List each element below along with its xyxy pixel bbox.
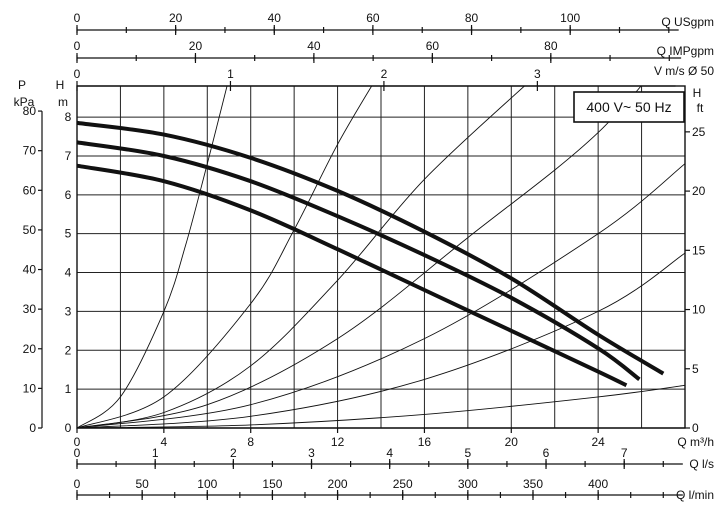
y-axis-label: H [56,78,65,92]
top-axis-tick-label: 1 [227,67,234,81]
bottom-axis-tick-label: 2 [230,446,237,460]
bottom-axis-tick-label: 150 [262,477,282,491]
bottom-axis-tick-label: 6 [543,446,550,460]
right-axis-label: ft [697,101,704,115]
top-axis-tick-label: 20 [189,39,203,53]
bottom-axis-tick-label: 250 [393,477,413,491]
y-tick-label: 5 [65,227,72,241]
pressure-tick-label: 0 [29,421,36,435]
right-axis-label: H [693,86,702,100]
top-axis-tick-label: 80 [465,11,479,25]
top-axis-tick-label: 60 [366,11,380,25]
bottom-axis-label: Q l/min [676,488,714,502]
axes: 0 4 8 12 16 20 24 Q m³/h0 1 2 3 4 5 6 7Q l/s0 50 100 150 2… [14,11,715,502]
system-curve [77,86,373,428]
bottom-axis-tick-label: 350 [523,477,543,491]
bottom-axis-tick-label: 3 [308,446,315,460]
x-tick-label: 16 [418,435,432,449]
pressure-tick-label: 50 [23,223,37,237]
top-axis-tick-label: 40 [307,39,321,53]
system-curve [77,384,685,428]
bottom-axis-tick-label: 200 [328,477,348,491]
y-tick-label: 3 [65,304,72,318]
y-tick-label: 1 [65,382,72,396]
top-axis-tick-label: 0 [74,67,81,81]
bottom-axis-tick-label: 0 [74,477,81,491]
x-tick-label: 20 [505,435,519,449]
pressure-tick-label: 80 [23,104,37,118]
right-axis-tick-label: 5 [692,362,699,376]
y-tick-label: 6 [65,188,72,202]
right-axis-tick-label: 20 [692,184,706,198]
bottom-axis-tick-label: 4 [386,446,393,460]
x-tick-label: 4 [161,435,168,449]
annotation-text: 400 V~ 50 Hz [586,99,671,115]
system-curves [77,86,685,428]
top-axis-tick-label: 0 [74,39,81,53]
system-curve [77,86,228,428]
top-axis-tick-label: 60 [426,39,440,53]
y-tick-label: 0 [65,421,72,435]
top-axis-label: V m/s Ø 50 [654,64,714,78]
y-tick-label: 4 [65,266,72,280]
bottom-axis-tick-label: 300 [458,477,478,491]
pressure-tick-label: 40 [23,263,37,277]
y-tick-label: 2 [65,343,72,357]
pressure-tick-label: 60 [23,183,37,197]
voltage-annotation: 400 V~ 50 Hz [573,91,685,123]
system-curve [77,252,685,428]
top-axis-tick-label: 80 [544,39,558,53]
top-axis-label: Q USgpm [661,15,714,29]
bottom-axis-label: Q l/s [689,457,714,471]
right-axis-tick-label: 10 [692,303,706,317]
bottom-axis-tick-label: 100 [197,477,217,491]
y-axis-label: m [58,95,68,109]
pump-curves [76,120,665,388]
system-curve [77,86,642,428]
bottom-axis-tick-label: 7 [621,446,628,460]
top-axis-tick-label: 0 [74,11,81,25]
pump-curve [76,120,665,376]
right-axis-tick-label: 25 [692,125,706,139]
x-tick-label: 0 [74,435,81,449]
bottom-axis-tick-label: 0 [74,446,81,460]
pump-curve [76,140,641,381]
top-axis-tick-label: 3 [534,67,541,81]
x-tick-label: 12 [331,435,345,449]
top-axis-tick-label: 2 [381,67,388,81]
top-axis-label: Q IMPgpm [657,44,714,58]
y-tick-label: 8 [65,110,72,124]
pressure-axis-label: P [18,78,26,92]
top-axis-tick-label: 40 [268,11,282,25]
top-axis-tick-label: 20 [169,11,183,25]
pressure-axis-label: kPa [14,95,35,109]
right-axis-tick-label: 15 [692,243,706,257]
x-tick-label: 24 [591,435,605,449]
system-curve [77,86,526,428]
system-curve [77,163,685,428]
right-axis-tick-label: 0 [692,421,699,435]
top-axis-tick-label: 100 [560,11,580,25]
bottom-axis-tick-label: 5 [465,446,472,460]
bottom-axis-tick-label: 1 [152,446,159,460]
pressure-tick-label: 70 [23,144,37,158]
pressure-tick-label: 30 [23,302,37,316]
pressure-tick-label: 20 [23,342,37,356]
x-tick-label: 8 [247,435,254,449]
pump-curve [76,163,628,388]
bottom-axis-tick-label: 400 [588,477,608,491]
pressure-tick-label: 10 [23,381,37,395]
y-tick-label: 7 [65,149,72,163]
x-axis-label: Q m³/h [677,435,714,449]
bottom-axis-tick-label: 50 [135,477,149,491]
